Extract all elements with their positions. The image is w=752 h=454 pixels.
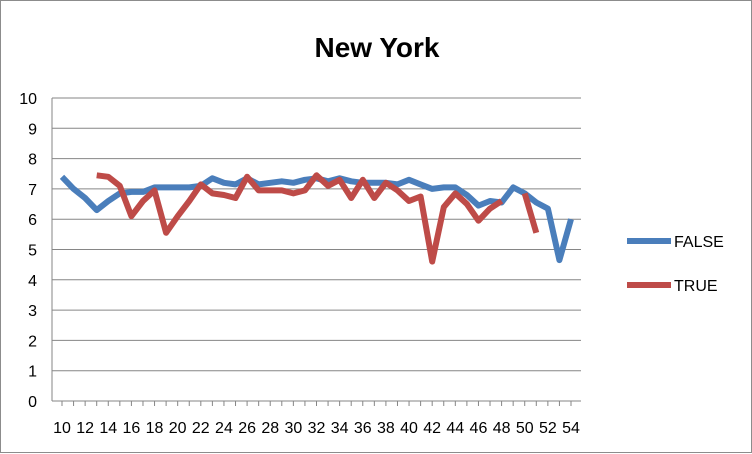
series-lines [59,172,574,265]
chart-title: New York [314,32,439,63]
x-tick-label: 12 [76,420,94,437]
axes [51,98,581,406]
y-tick-label: 0 [28,394,37,411]
y-tick-label: 6 [28,212,37,229]
x-tick-label: 10 [53,420,71,437]
x-tick-label: 26 [238,420,256,437]
legend-label-false: FALSE [674,234,724,251]
x-tick-label: 44 [446,420,464,437]
x-tick-label: 36 [354,420,372,437]
x-tick-label: 30 [284,420,302,437]
x-tick-label: 38 [377,420,395,437]
x-tick-label: 32 [308,420,326,437]
x-tick-label: 14 [99,420,117,437]
gridlines [52,97,581,372]
series-line-true [96,172,540,265]
y-tick-label: 3 [28,303,37,320]
legend: FALSE TRUE [627,234,724,295]
x-tick-label: 20 [169,420,187,437]
y-tick-label: 10 [19,91,37,108]
x-tick-label: 16 [123,420,141,437]
x-tick-label: 46 [470,420,488,437]
legend-label-true: TRUE [674,278,718,295]
y-tick-label: 1 [28,364,37,381]
y-tick-label: 2 [28,333,37,350]
y-tick-label: 4 [28,273,37,290]
x-tick-label: 22 [192,420,210,437]
x-tick-label: 52 [539,420,557,437]
y-axis-tick-labels: 0 1 2 3 4 5 6 7 8 9 10 [19,91,37,411]
y-tick-label: 7 [28,182,37,199]
x-tick-label: 54 [562,420,580,437]
x-axis-tick-labels: 10 12 14 16 18 20 22 24 26 28 30 32 34 36 38 40 42 44 46 48… [53,420,580,437]
x-tick-label: 28 [261,420,279,437]
y-tick-label: 9 [28,121,37,138]
x-tick-label: 34 [331,420,349,437]
x-tick-label: 42 [423,420,441,437]
y-tick-label: 5 [28,243,37,260]
x-tick-label: 48 [493,420,511,437]
x-tick-label: 24 [215,420,233,437]
x-tick-label: 50 [516,420,534,437]
y-tick-label: 8 [28,152,37,169]
x-tick-label: 40 [400,420,418,437]
x-tick-label: 18 [146,420,164,437]
